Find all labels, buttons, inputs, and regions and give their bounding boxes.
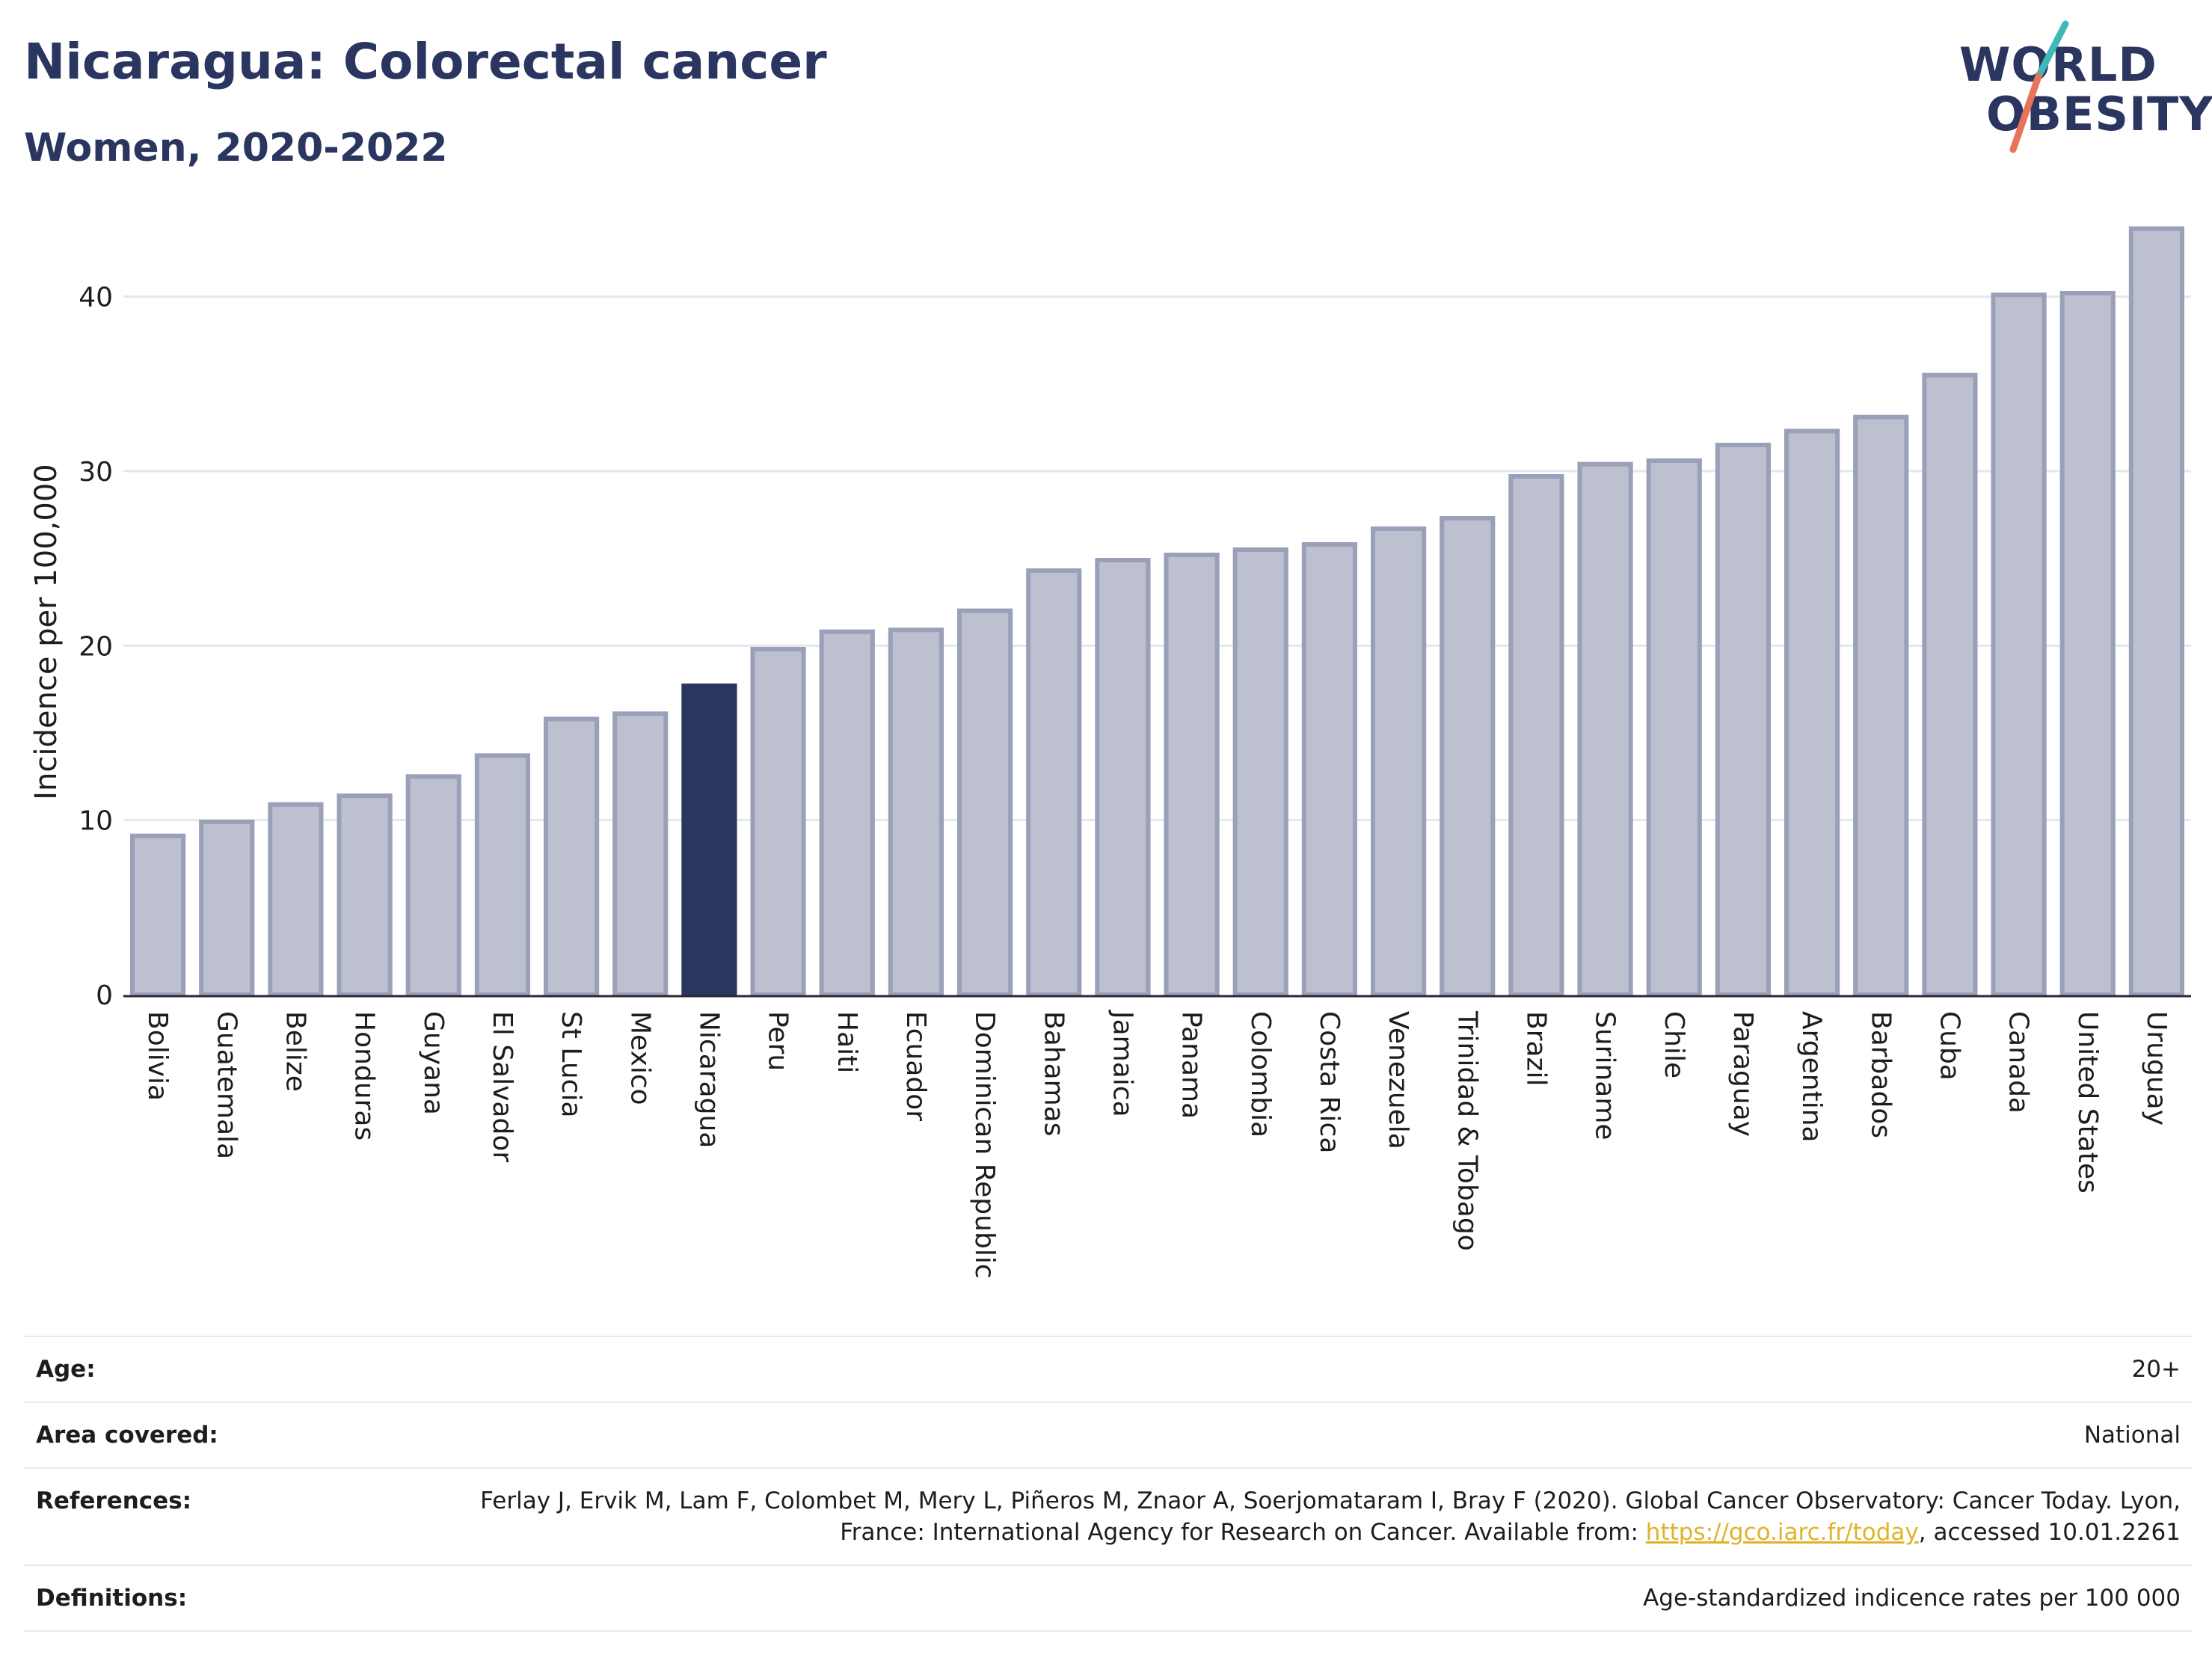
x-tick-label: Trinidad & Tobago (1451, 1010, 1482, 1251)
meta-value-definitions: Age-standardized indicence rates per 100… (422, 1565, 2193, 1632)
bars (129, 226, 2185, 998)
x-tick-label: Canada (2003, 1011, 2034, 1114)
bar-canada (1991, 292, 2047, 998)
meta-row-definitions: Definitions: Age-standardized indicence … (24, 1565, 2193, 1632)
metadata-table: Age: 20+ Area covered: National Referenc… (24, 1336, 2193, 1632)
bar-paraguay (1715, 443, 1772, 997)
bar-panama (1164, 553, 1220, 997)
bar-ecuador (888, 627, 944, 997)
bar-guatemala (199, 820, 255, 997)
bar-barbados (1853, 414, 1909, 997)
x-tick-label: Brazil (1520, 1011, 1551, 1086)
bar-trinidad-tobago (1440, 516, 1496, 997)
x-tick-label: El Salvador (487, 1011, 517, 1162)
bar-cuba (1922, 372, 1978, 997)
x-tick-label: Argentina (1796, 1011, 1827, 1143)
y-tick-labels: 0 10 20 30 40 (79, 283, 113, 1011)
x-tick-label: Mexico (624, 1011, 655, 1105)
meta-key-references: References: (24, 1467, 422, 1566)
x-tick-label: Cuba (1934, 1011, 1964, 1081)
y-tick-label: 30 (79, 457, 113, 488)
y-axis-label: Incidence per 100,000 (29, 464, 64, 800)
reference-link[interactable]: https://gco.iarc.fr/today (1645, 1519, 1919, 1546)
page-subtitle: Women, 2020-2022 (24, 126, 448, 171)
bar-bahamas (1026, 568, 1082, 997)
bar-guyana (405, 774, 461, 997)
x-tick-label: Uruguay (2141, 1011, 2172, 1126)
meta-row-age: Age: 20+ (24, 1336, 2193, 1403)
x-tick-label: Paraguay (1727, 1011, 1758, 1137)
grid-lines (123, 295, 2191, 822)
bar-belize (268, 802, 324, 998)
bar-argentina (1784, 429, 1840, 998)
meta-value-area: National (422, 1401, 2193, 1469)
bar-costa-rica (1301, 542, 1358, 997)
y-tick-label: 40 (79, 283, 113, 313)
logo-line-1: WORLD (1959, 37, 2157, 92)
x-tick-label: Peru (763, 1011, 793, 1071)
x-tick-label: Dominican Republic (969, 1011, 1000, 1279)
x-tick-label: Costa Rica (1314, 1011, 1345, 1153)
bar-chile (1646, 458, 1702, 997)
x-tick-label: Belize (280, 1011, 310, 1092)
x-tick-label: United States (2072, 1011, 2103, 1194)
bar-st-lucia (543, 716, 600, 997)
x-tick-label: Venezuela (1383, 1011, 1413, 1149)
x-tick-label: Haiti (832, 1011, 862, 1073)
reference-text-1: Ferlay J, Ervik M, Lam F, Colombet M, Me… (480, 1487, 2181, 1546)
x-tick-label: Suriname (1590, 1011, 1620, 1140)
x-tick-label: Bolivia (142, 1011, 173, 1101)
y-tick-label: 0 (96, 980, 113, 1011)
reference-text-2: , accessed 10.01.2261 (1918, 1519, 2181, 1546)
x-tick-label: Jamaica (1107, 1010, 1137, 1117)
meta-value-references: Ferlay J, Ervik M, Lam F, Colombet M, Me… (422, 1467, 2193, 1566)
bar-united-states (2059, 291, 2116, 997)
x-tick-label: Colombia (1245, 1011, 1276, 1137)
x-tick-label: Guatemala (211, 1011, 242, 1159)
x-tick-label: Guyana (418, 1011, 449, 1115)
meta-value-age: 20+ (422, 1336, 2193, 1403)
x-tick-label: Honduras (349, 1011, 380, 1140)
bar-suriname (1577, 461, 1633, 997)
bar-jamaica (1095, 558, 1151, 997)
x-tick-label: Chile (1659, 1011, 1689, 1078)
bar-haiti (819, 629, 875, 998)
meta-row-references: References: Ferlay J, Ervik M, Lam F, Co… (24, 1467, 2193, 1566)
bar-peru (750, 647, 806, 997)
meta-key-definitions: Definitions: (24, 1565, 422, 1632)
meta-key-area: Area covered: (24, 1401, 422, 1469)
bar-honduras (337, 793, 393, 997)
y-tick-label: 10 (79, 806, 113, 837)
bar-mexico (612, 711, 669, 997)
bar-venezuela (1370, 526, 1427, 997)
x-tick-label: Barbados (1865, 1011, 1896, 1138)
bar-nicaragua (681, 684, 737, 997)
x-tick-label: Ecuador (900, 1011, 931, 1121)
bar-uruguay (2128, 226, 2185, 998)
world-obesity-logo: WORLD OBESITY (1944, 15, 2212, 165)
bar-bolivia (129, 833, 186, 998)
bar-chart: 0 10 20 30 40 Bolivia Guatemala Belize Honduras… (29, 226, 2191, 1279)
x-tick-label: Panama (1176, 1011, 1207, 1119)
x-tick-label: Nicaragua (693, 1011, 724, 1148)
meta-row-area: Area covered: National (24, 1401, 2193, 1469)
logo-slash-icon (2009, 20, 2069, 153)
bar-el-salvador (474, 753, 531, 997)
bar-dominican-republic (956, 608, 1013, 997)
x-tick-label: Bahamas (1038, 1011, 1069, 1137)
meta-key-age: Age: (24, 1336, 422, 1403)
bar-colombia (1232, 547, 1288, 997)
bar-brazil (1508, 474, 1564, 997)
x-tick-label: St Lucia (556, 1011, 586, 1118)
x-tick-labels: Bolivia Guatemala Belize Honduras Guyana El S… (142, 1010, 2172, 1279)
y-tick-label: 20 (79, 631, 113, 662)
page-title: Nicaragua: Colorectal cancer (24, 33, 827, 90)
